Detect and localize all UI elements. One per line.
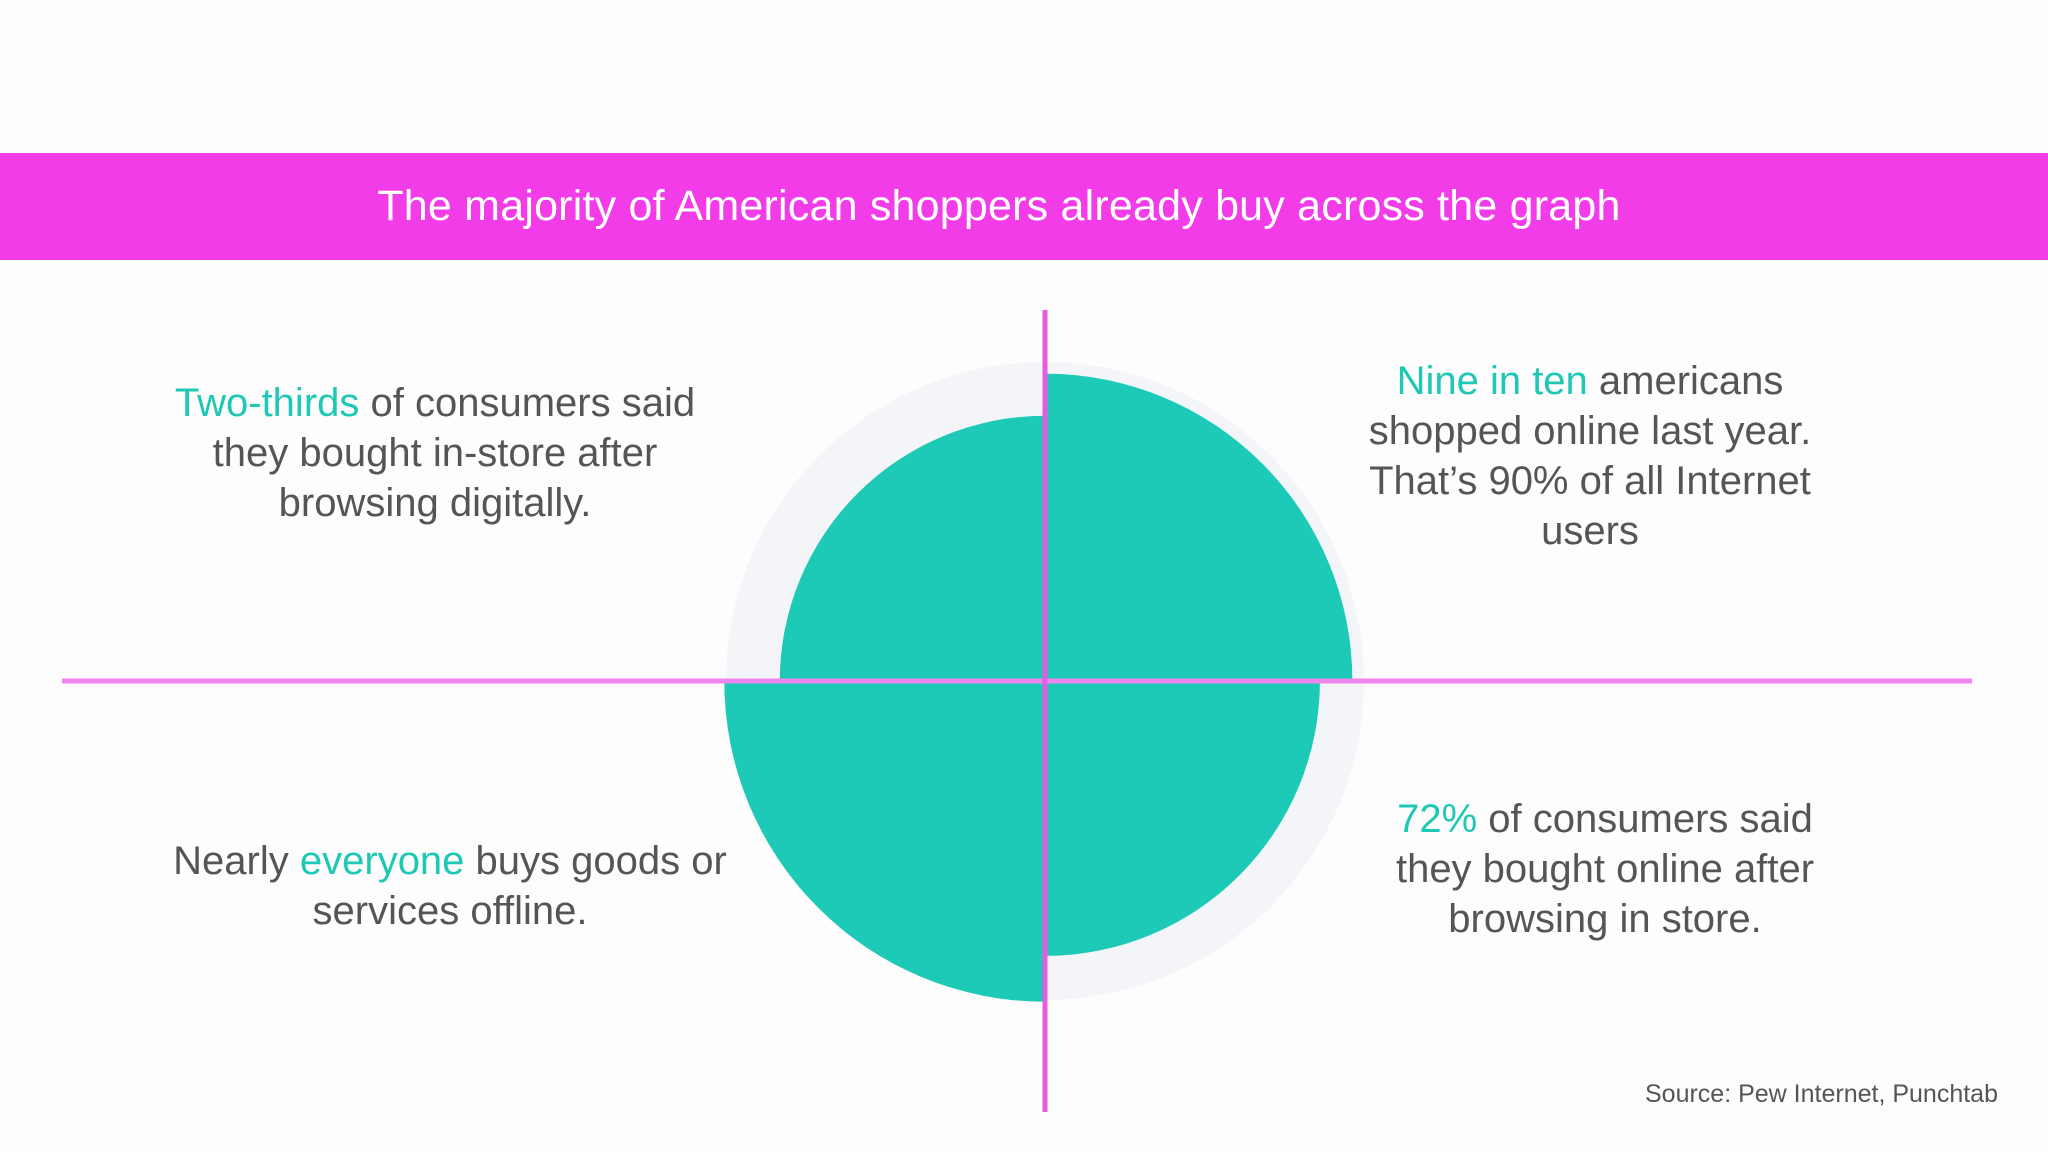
quadrant-highlight-bottom-left: everyone: [299, 839, 465, 883]
wedge-top-right: [1045, 373, 1353, 681]
quadrant-text-bottom-right: 72% of consumers said they bought online…: [1370, 794, 1840, 944]
quadrant-text-top-left: Two-thirds of consumers said they bought…: [155, 378, 715, 528]
quadrant-text-top-right: Nine in ten americans shopped online las…: [1340, 356, 1840, 556]
source-note: Source: Pew Internet, Punchtab: [1645, 1080, 1998, 1108]
quadrant-highlight-top-right: Nine in ten: [1396, 359, 1588, 403]
title-banner: The majority of American shoppers alread…: [0, 153, 2048, 260]
wedge-bottom-right: [1045, 681, 1320, 956]
quadrant-highlight-bottom-right: 72%: [1397, 797, 1478, 841]
wedge-top-left: [779, 415, 1045, 681]
quadrant-text-bottom-left: Nearly everyone buys goods or services o…: [170, 836, 730, 936]
quadrant-body-top-right: americans shopped online last year. That…: [1368, 359, 1812, 553]
wedge-bottom-left: [724, 681, 1045, 1002]
quadrant-highlight-top-left: Two-thirds: [174, 381, 360, 425]
quadrant-pre-bottom-left: Nearly: [173, 839, 300, 883]
quadrant-body-top-left: of consumers said they bought in-store a…: [212, 381, 696, 525]
quadrant-body-bottom-left: buys goods or services offline.: [312, 839, 727, 933]
quadrant-body-bottom-right: of consumers said they bought online aft…: [1395, 797, 1815, 941]
slide-title: The majority of American shoppers alread…: [377, 182, 1621, 230]
